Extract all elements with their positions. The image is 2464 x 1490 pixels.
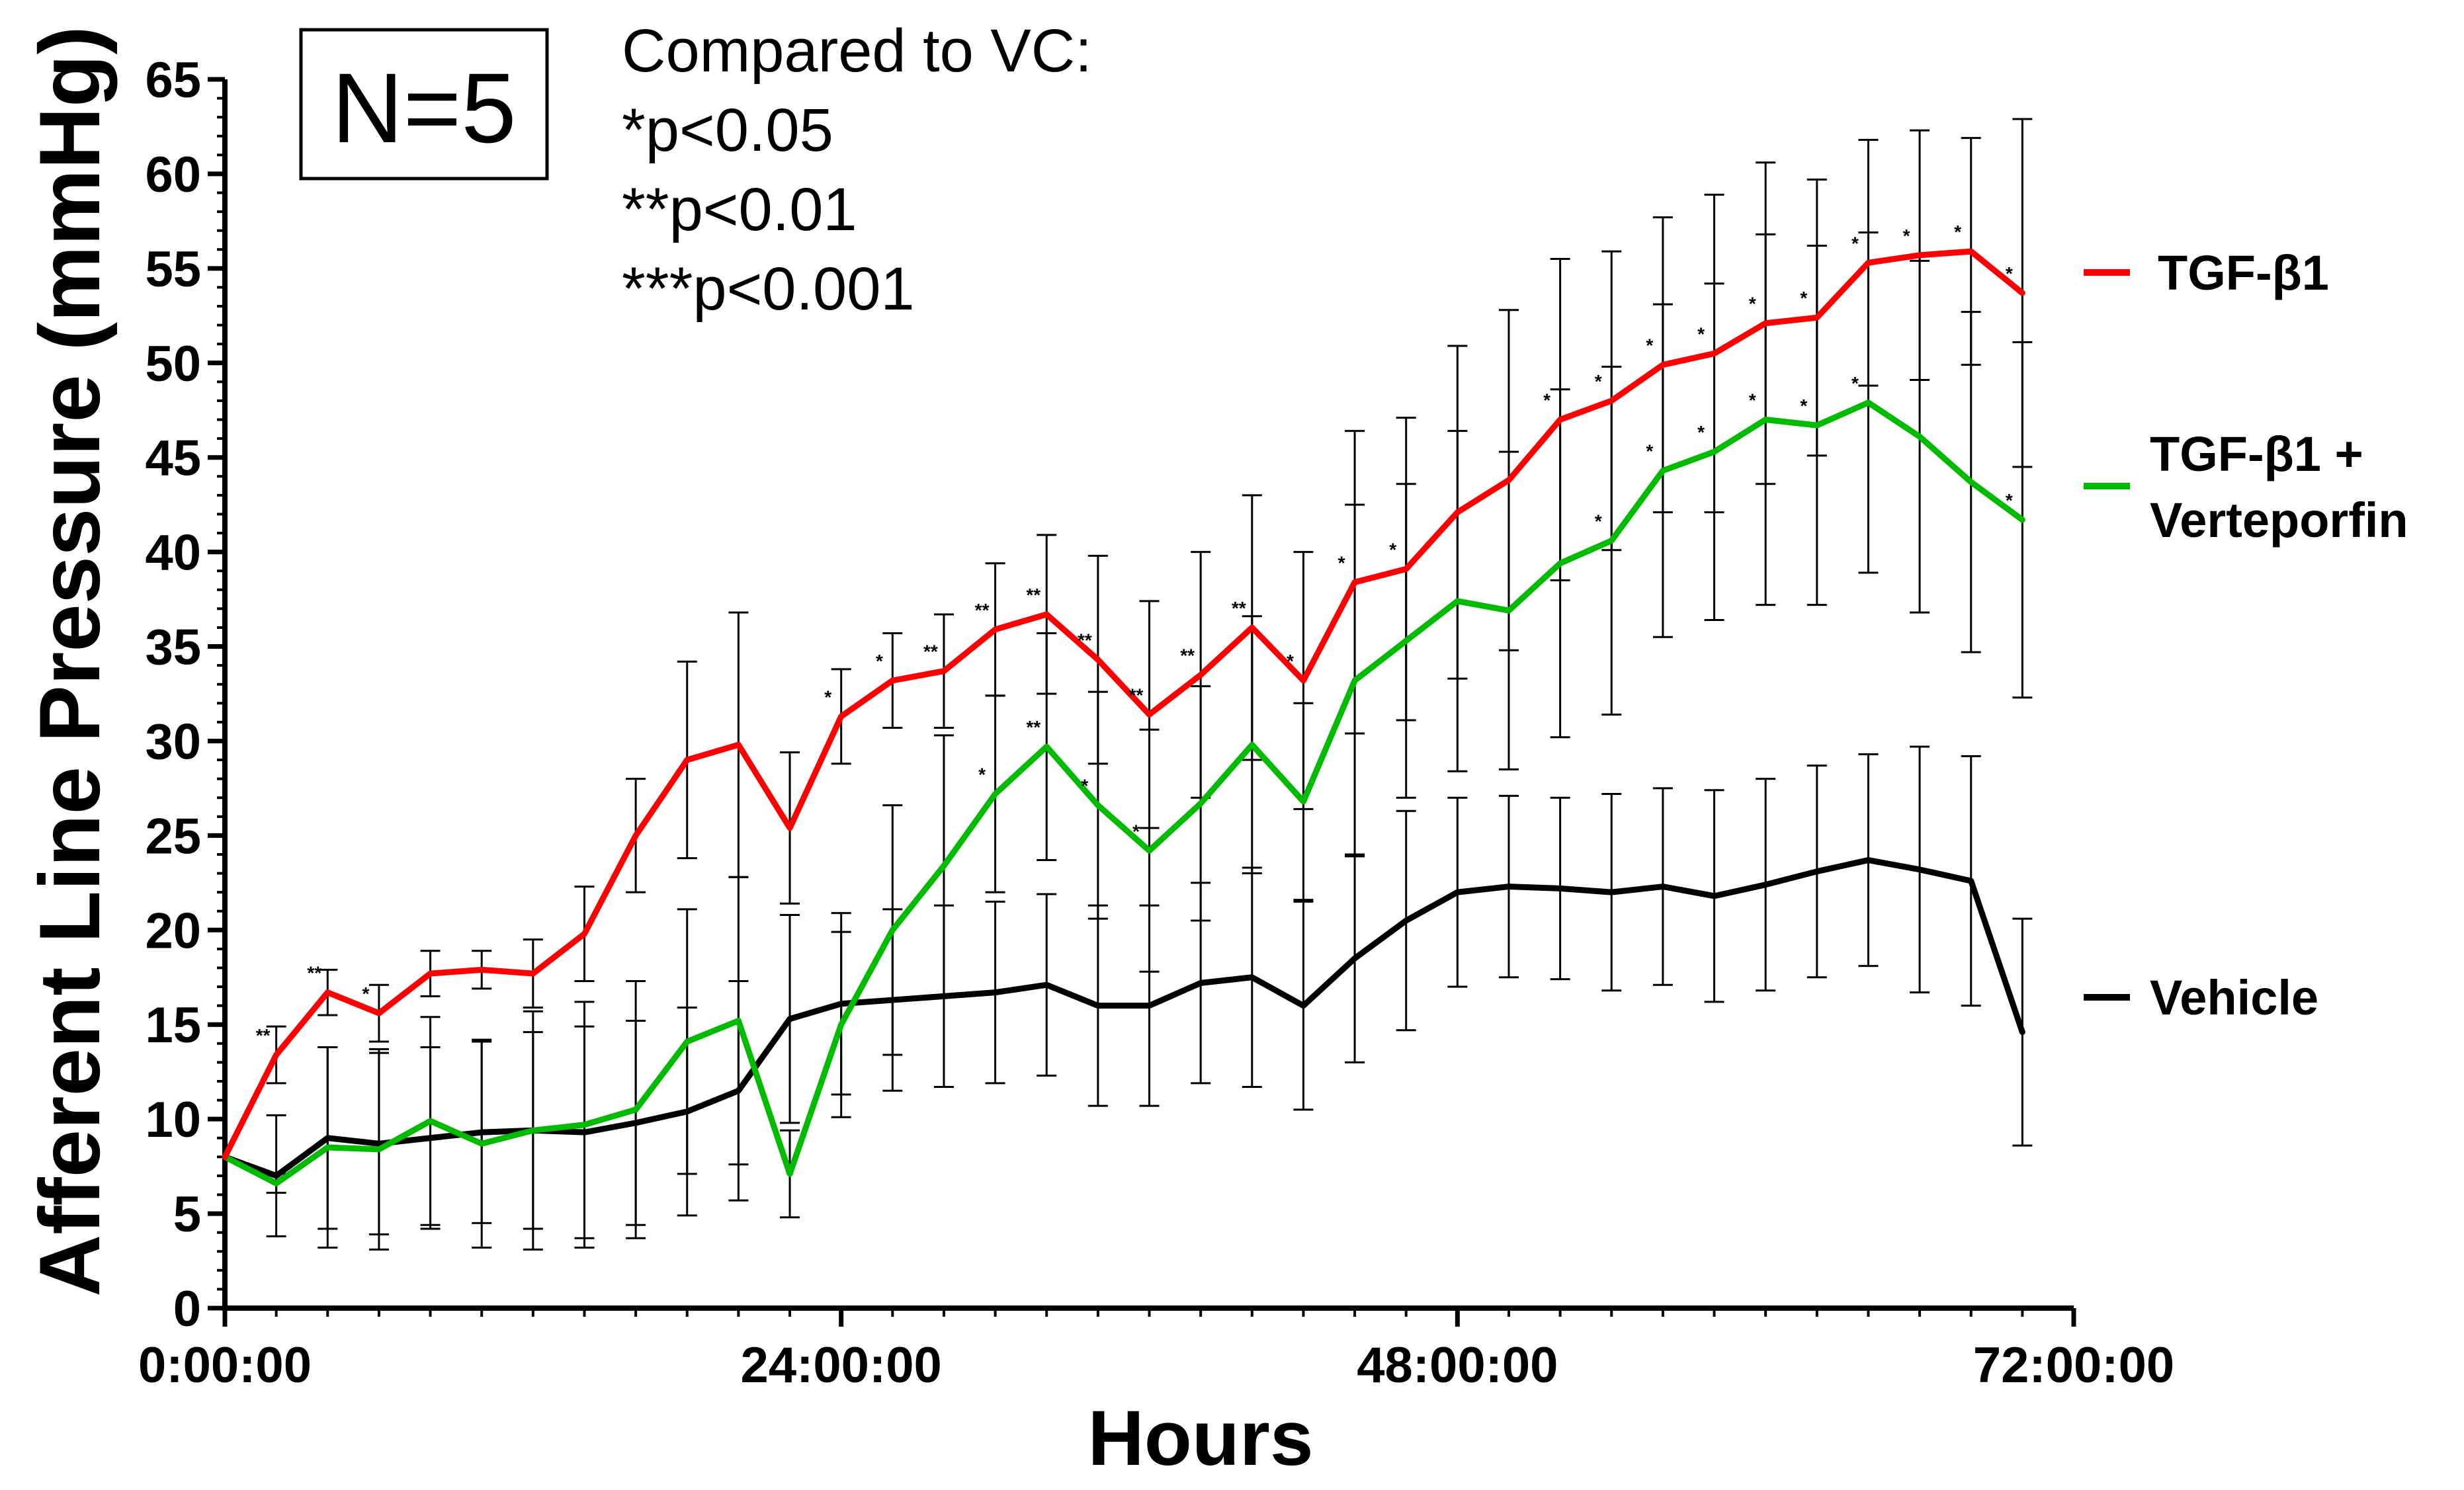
y-tick-label: 20 (145, 903, 201, 959)
y-tick-label: 30 (145, 714, 201, 770)
significance-mark: ** (307, 963, 321, 983)
legend-label-combo-line1: TGF-β1 + (2150, 427, 2363, 481)
y-tick-label: 0 (173, 1281, 201, 1337)
significance-mark: * (1287, 651, 1294, 671)
significance-mark: * (1749, 294, 1756, 314)
significance-mark: ** (256, 1025, 271, 1046)
significance-mark: * (1697, 422, 1705, 442)
y-tick-label: 35 (145, 620, 201, 676)
p-level-1: *p<0.05 (622, 97, 833, 164)
sample-size-box (299, 28, 549, 181)
significance-mark: ** (1026, 585, 1041, 605)
x-tick-label: 72:00:00 (1973, 1337, 2174, 1393)
significance-mark: * (1903, 226, 1910, 246)
axes: 0 5 10 15 20 25 30 35 40 45 50 55 60 65 0:00:00 24:00:0… (138, 52, 2174, 1393)
significance-mark: ** (1129, 684, 1144, 705)
significance-mark: * (824, 686, 831, 707)
error-bars (266, 118, 2033, 1251)
x-tick-label: 24:00:00 (741, 1337, 942, 1393)
significance-mark: * (362, 983, 369, 1004)
significance-mark: * (1595, 511, 1602, 531)
significance-mark: ** (1180, 645, 1195, 665)
significance-mark: ** (923, 642, 938, 662)
significance-mark: ** (1026, 717, 1041, 737)
significance-mark: * (1595, 371, 1602, 392)
significance-mark: ** (1232, 598, 1246, 618)
x-axis-title: Hours (1088, 1395, 1314, 1482)
y-tick-label: 45 (145, 431, 201, 487)
y-tick-label: 5 (173, 1186, 201, 1243)
significance-mark: * (1132, 821, 1140, 841)
significance-mark: * (1954, 222, 1961, 242)
significance-mark: * (1749, 390, 1756, 411)
legend: TGF-β1 TGF-β1 + Verteporfin Vehicle (2084, 245, 2408, 1025)
significance-mark: ** (975, 600, 990, 620)
y-tick-label: 25 (145, 808, 201, 864)
significance-mark: * (1697, 323, 1705, 344)
y-tick-label: 65 (145, 52, 201, 108)
x-tick-label: 0:00:00 (138, 1337, 312, 1393)
significance-mark: * (1851, 373, 1859, 393)
series-line-tgf-verteporfin (222, 399, 2025, 1186)
significance-mark: * (876, 651, 883, 671)
significance-mark: * (1543, 390, 1551, 411)
comparison-title: Compared to VC: (622, 17, 1092, 85)
significance-mark: * (2006, 490, 2013, 511)
significance-mark: * (2006, 263, 2013, 284)
sample-size-label: N=5 (331, 52, 516, 163)
significance-mark: * (1646, 335, 1653, 356)
y-tick-label: 60 (145, 147, 201, 203)
y-tick-label: 15 (145, 997, 201, 1054)
significance-mark: * (1389, 539, 1396, 559)
series-line-tgf (222, 248, 2025, 1160)
legend-label-vehicle: Vehicle (2150, 970, 2318, 1025)
significance-mark: * (1081, 776, 1088, 796)
significance-marks: ******* ********************** ** * ********… (256, 222, 2013, 1046)
p-level-3: ***p<0.001 (622, 255, 915, 323)
legend-label-tgf: TGF-β1 (2158, 245, 2329, 300)
x-tick-label: 48:00:00 (1357, 1337, 1558, 1393)
significance-mark: * (978, 764, 986, 784)
significance-mark: * (1800, 288, 1807, 308)
y-tick-label: 50 (145, 336, 201, 392)
y-tick-label: 10 (145, 1092, 201, 1148)
significance-mark: * (1646, 441, 1653, 462)
significance-mark: * (1338, 552, 1345, 573)
y-tick-label: 40 (145, 525, 201, 581)
y-tick-label: 55 (145, 241, 201, 298)
p-level-2: **p<0.01 (622, 176, 857, 243)
significance-mark: * (1851, 233, 1859, 253)
series-lines (222, 248, 2025, 1186)
significance-mark: ** (1078, 630, 1092, 651)
legend-label-combo-line2: Verteporfin (2150, 493, 2408, 548)
significance-mark: * (1800, 395, 1807, 416)
y-axis-title: Afferent Line Pressure (mmHg) (21, 26, 118, 1297)
series-line-vehicle (222, 857, 2025, 1179)
